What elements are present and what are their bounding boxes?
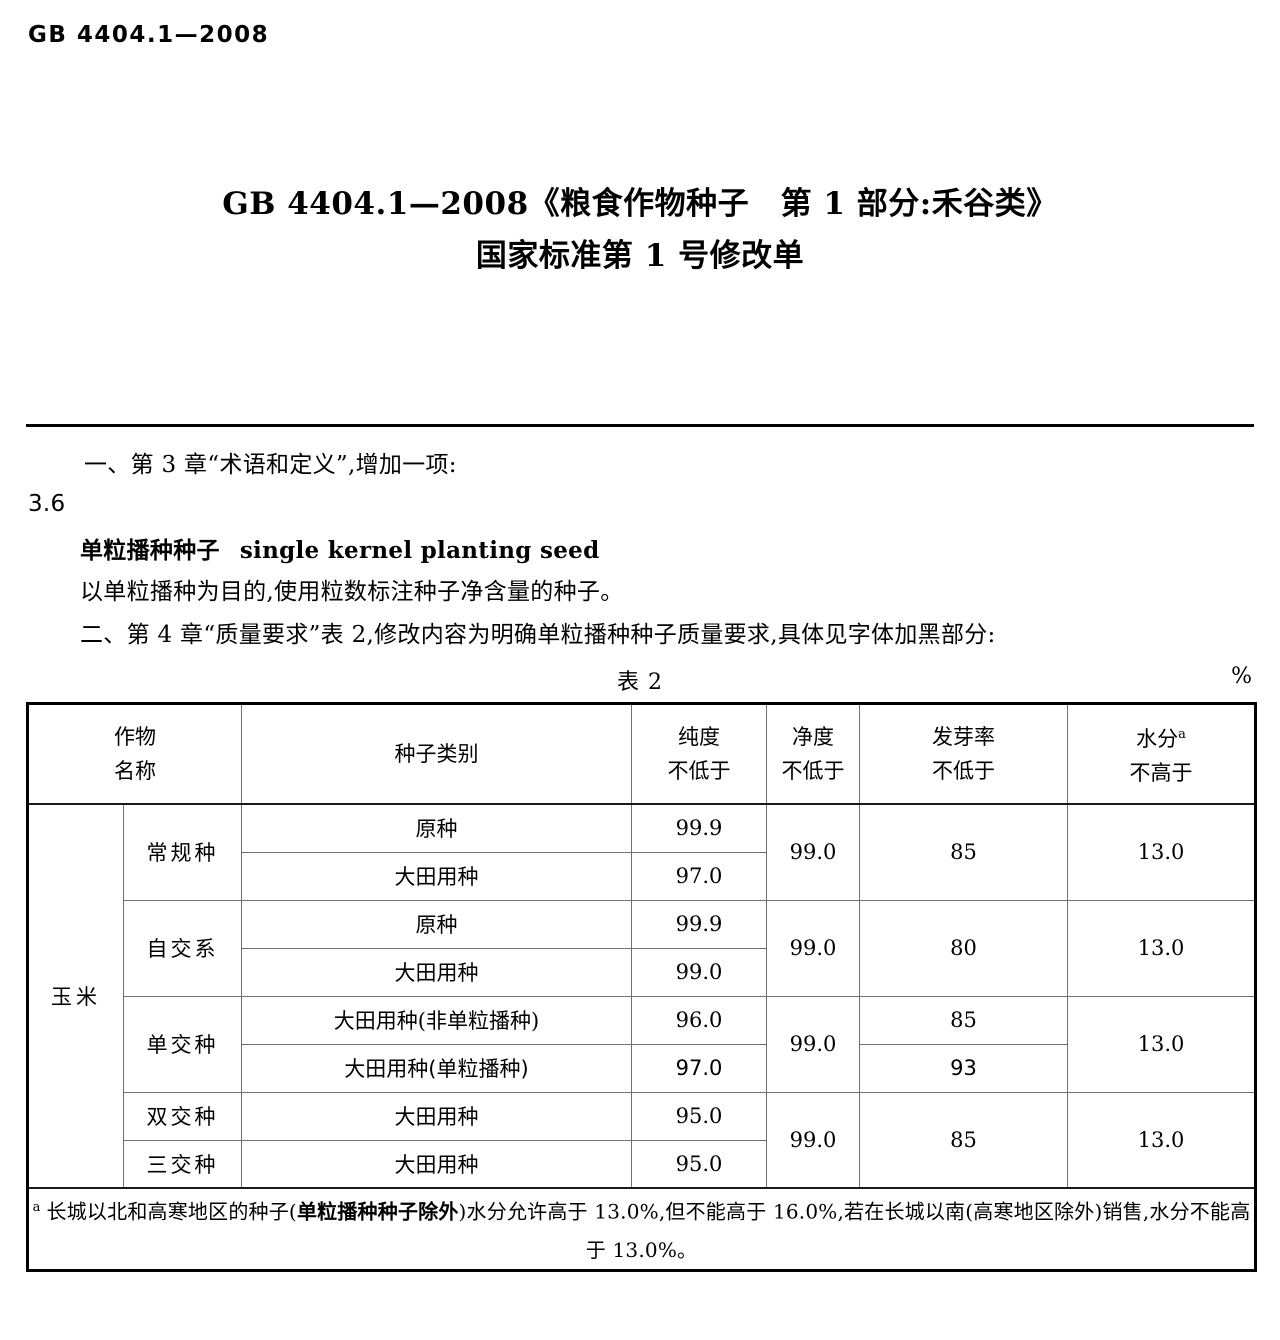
cell-purity: 97.0: [631, 851, 767, 901]
header-moisture: 水分a 不高于: [1067, 703, 1256, 805]
footnote-part-2: )水分允许高于 13.0%,但不能高于 16.0%,若在长城以南(高寒地区除外)…: [458, 1199, 1251, 1262]
table-footnote: a 长城以北和高寒地区的种子(单粒播种种子除外)水分允许高于 13.0%,但不能高…: [27, 1186, 1256, 1271]
footnote-marker-header: a: [1178, 727, 1186, 742]
table-footnote-row: a 长城以北和高寒地区的种子(单粒播种种子除外)水分允许高于 13.0%,但不能高…: [27, 1186, 1256, 1271]
table-caption: 表 2: [617, 670, 663, 695]
cell-category: 单交种: [123, 995, 242, 1093]
cell-germination: 80: [859, 899, 1068, 997]
cell-purity: 95.0: [631, 1139, 767, 1189]
cell-seed-class: 原种: [241, 899, 632, 949]
term-heading: 单粒播种种子 single kernel planting seed: [80, 534, 599, 568]
table-header-row: 作物 名称 种子类别 纯度 不低于 净度 不低于 发芽率 不低于 水分a 不高于: [27, 703, 1256, 805]
cell-purity: 99.0: [631, 947, 767, 997]
cell-germination: 85: [859, 995, 1068, 1045]
cell-purity: 99.9: [631, 803, 767, 853]
cell-seed-class: 大田用种: [241, 1091, 632, 1141]
cell-seed-class: 大田用种(非单粒播种): [241, 995, 632, 1045]
clause-two-text: 二、第 4 章“质量要求”表 2,修改内容为明确单粒播种种子质量要求,具体见字体…: [80, 622, 996, 648]
cell-crop-name: 玉米: [27, 803, 124, 1189]
table-row: 大田用种 97.0: [28, 851, 1256, 901]
footnote-part-1: 长城以北和高寒地区的种子(: [46, 1199, 297, 1224]
header-crop-name: 作物 名称: [27, 703, 242, 805]
cell-moisture: 13.0: [1067, 995, 1256, 1093]
cell-seed-class: 大田用种(单粒播种): [241, 1043, 632, 1093]
table-row: 自交系 原种 99.9 99.0 80 13.0: [28, 899, 1256, 997]
table-row: 三交种 大田用种 95.0: [28, 1139, 1256, 1189]
cell-category: 三交种: [123, 1139, 242, 1189]
table-row: 玉米 常规种 原种 99.9 99.0 85 13.0: [27, 803, 1256, 1189]
term-english: single kernel planting seed: [239, 537, 600, 564]
cell-seed-class: 原种: [241, 803, 632, 853]
cell-germination: 93: [859, 1043, 1068, 1093]
cell-category: 自交系: [123, 899, 242, 997]
footnote-marker: a: [32, 1200, 41, 1215]
cell-seed-class: 大田用种: [241, 851, 632, 901]
quality-requirements-table: 作物 名称 种子类别 纯度 不低于 净度 不低于 发芽率 不低于 水分a 不高于: [26, 702, 1257, 1272]
term-chinese: 单粒播种种子: [80, 538, 220, 564]
table-row: 单交种 大田用种(非单粒播种) 96.0 99.0 85 13.0: [28, 995, 1256, 1093]
horizontal-divider: [26, 424, 1254, 427]
cell-moisture: 13.0: [1067, 1091, 1256, 1189]
cell-cleanliness: 99.0: [766, 995, 860, 1093]
cell-germination: 85: [859, 803, 1068, 901]
header-seed-class: 种子类别: [241, 703, 632, 805]
cell-cleanliness: 99.0: [766, 899, 860, 997]
page-title-line-1: GB 4404.1—2008《粮食作物种子 第 1 部分:禾谷类》: [222, 186, 1058, 222]
header-germination: 发芽率 不低于: [859, 703, 1068, 805]
cell-germination: 85: [859, 1091, 1068, 1189]
table-unit-label: %: [1231, 664, 1252, 689]
cell-purity: 96.0: [631, 995, 767, 1045]
cell-cleanliness: 99.0: [766, 803, 860, 901]
table-row: 双交种 大田用种 95.0 99.0 85 13.0: [28, 1091, 1256, 1189]
cell-purity: 97.0: [631, 1043, 767, 1093]
running-head: GB 4404.1—2008: [28, 22, 270, 48]
cell-category: 常规种: [123, 803, 242, 901]
cell-moisture: 13.0: [1067, 803, 1256, 901]
footnote-bold-part: 单粒播种种子除外: [296, 1199, 459, 1224]
clause-number-3-6: 3.6: [28, 491, 66, 517]
cell-category: 双交种: [123, 1091, 242, 1141]
page-title: GB 4404.1—2008《粮食作物种子 第 1 部分:禾谷类》 国家标准第 …: [0, 178, 1280, 282]
cell-seed-class: 大田用种: [241, 947, 632, 997]
cell-purity: 99.9: [631, 899, 767, 949]
clause-one-text: 一、第 3 章“术语和定义”,增加一项:: [84, 452, 457, 478]
cell-moisture: 13.0: [1067, 899, 1256, 997]
header-purity: 纯度 不低于: [631, 703, 767, 805]
cell-cleanliness: 99.0: [766, 1091, 860, 1189]
cell-purity: 95.0: [631, 1091, 767, 1141]
term-definition-text: 以单粒播种为目的,使用粒数标注种子净含量的种子。: [80, 579, 624, 605]
page-title-line-2: 国家标准第 1 号修改单: [475, 238, 805, 274]
header-cleanliness: 净度 不低于: [766, 703, 860, 805]
cell-seed-class: 大田用种: [241, 1139, 632, 1189]
